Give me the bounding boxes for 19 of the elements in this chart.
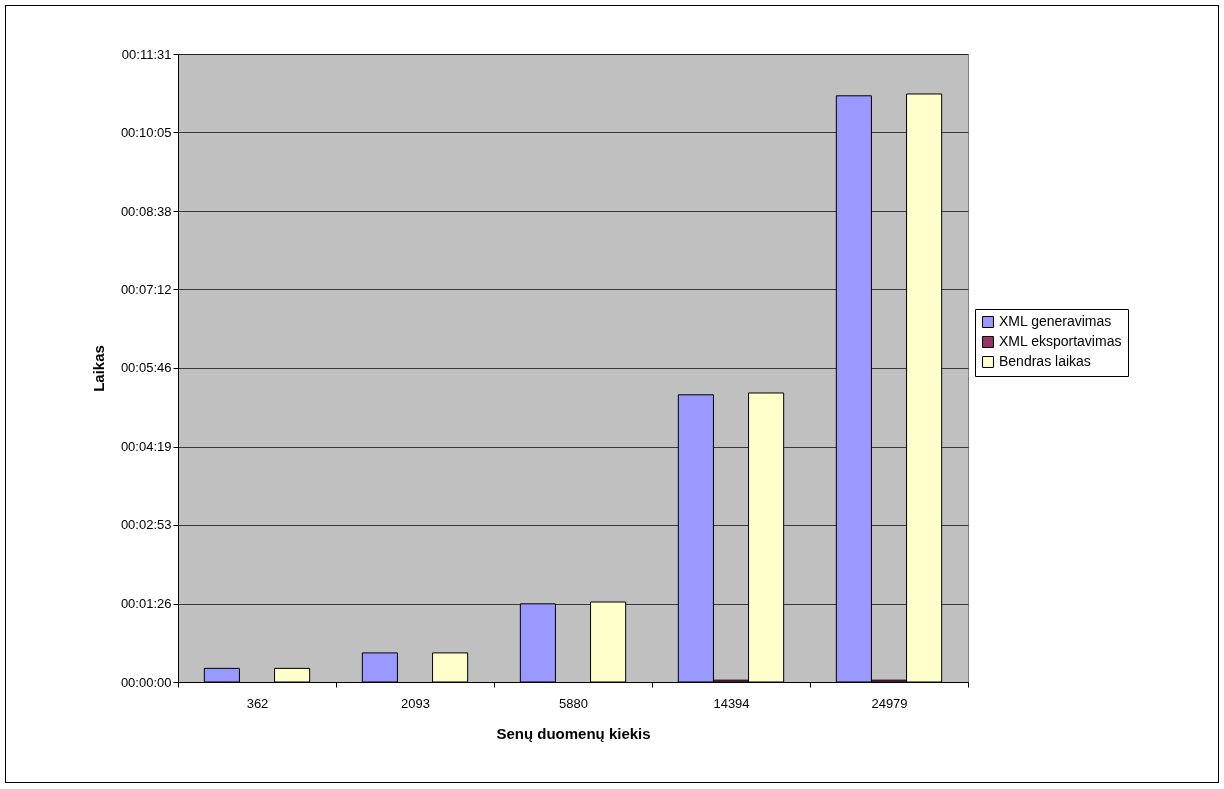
- y-tick-label: 00:04:19: [120, 439, 172, 455]
- y-tick-label: 00:10:05: [120, 124, 172, 140]
- y-tick-label: 00:11:31: [121, 46, 172, 62]
- x-tick-label: 2093: [401, 695, 430, 711]
- y-tick-label: 00:07:12: [120, 281, 172, 297]
- legend-label: Bendras laikas: [999, 353, 1091, 369]
- y-tick-label: 00:00:00: [120, 674, 172, 690]
- x-tick-label: 24979: [871, 695, 908, 711]
- x-tick-label: 5880: [559, 695, 588, 711]
- legend-label: XML eksportavimas: [999, 333, 1122, 349]
- y-tick-label: 00:08:38: [120, 203, 172, 219]
- legend-label: XML generavimas: [999, 313, 1112, 329]
- y-tick-label: 00:02:53: [120, 517, 172, 533]
- x-axis-title: Senų duomenų kiekis: [496, 724, 651, 742]
- y-axis-title: Laikas: [89, 345, 107, 392]
- y-tick-label: 00:01:26: [120, 596, 172, 612]
- y-tick-label: 00:05:46: [120, 360, 172, 376]
- x-tick-label: 14394: [713, 695, 750, 711]
- x-tick-label: 362: [246, 695, 269, 711]
